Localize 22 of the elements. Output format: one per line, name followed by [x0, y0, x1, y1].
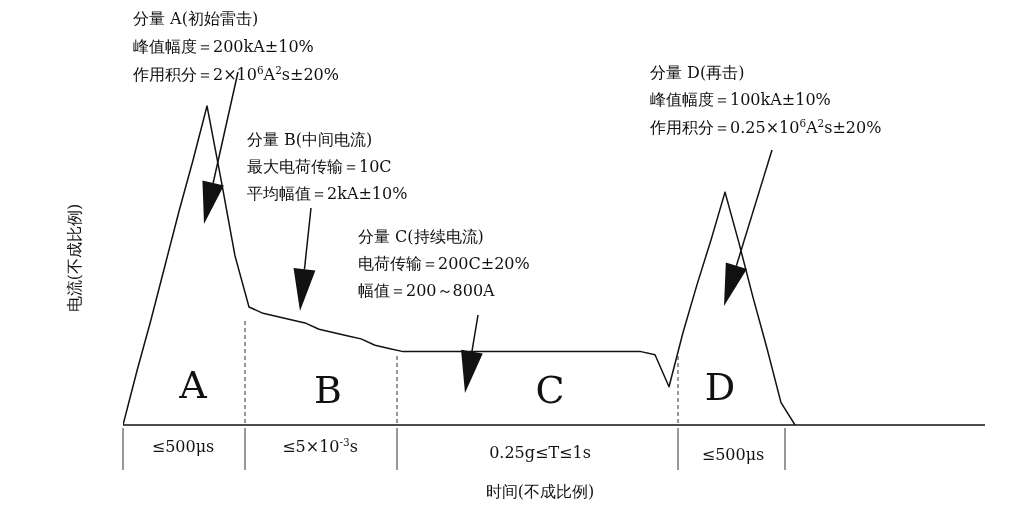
annotation: 平均幅值＝2kA±10%: [247, 184, 408, 203]
text: ≤5×10$^{-3}$s: [282, 436, 358, 456]
annotation: 分量 B(中间电流): [247, 130, 373, 149]
annotation: 峰值幅度＝100kA±10%: [650, 90, 831, 109]
annotation: D: [704, 365, 736, 409]
x-axis-title: 时间(不成比例): [485, 482, 595, 501]
annotation: 幅值＝200～800A: [358, 281, 496, 300]
annotation: 分量 C(持续电流): [358, 227, 484, 246]
text: ≤500μs: [701, 445, 765, 464]
annotation: 电荷传输＝200C±20%: [358, 254, 530, 273]
annotation: C: [535, 368, 565, 412]
text: ≤500μs: [151, 437, 215, 456]
text: 0.25g≤T≤1s: [489, 443, 591, 462]
text: 作用积分＝2×10$^{6}$A$^{2}$s±20%: [132, 64, 339, 84]
text: 分量 A(初始雷击): [133, 9, 259, 28]
annotation: 作用积分＝0.25×10$^{6}$A$^{2}$s±20%: [649, 117, 882, 137]
y-axis-title: 电流(不成比例): [65, 203, 84, 313]
annotation: B: [314, 368, 342, 412]
text: 峰值幅度＝200kA±10%: [133, 37, 314, 56]
annotation: A: [178, 363, 208, 407]
annotation: 最大电荷传输＝10C: [247, 157, 392, 176]
text: 分量 D(再击): [650, 63, 745, 82]
